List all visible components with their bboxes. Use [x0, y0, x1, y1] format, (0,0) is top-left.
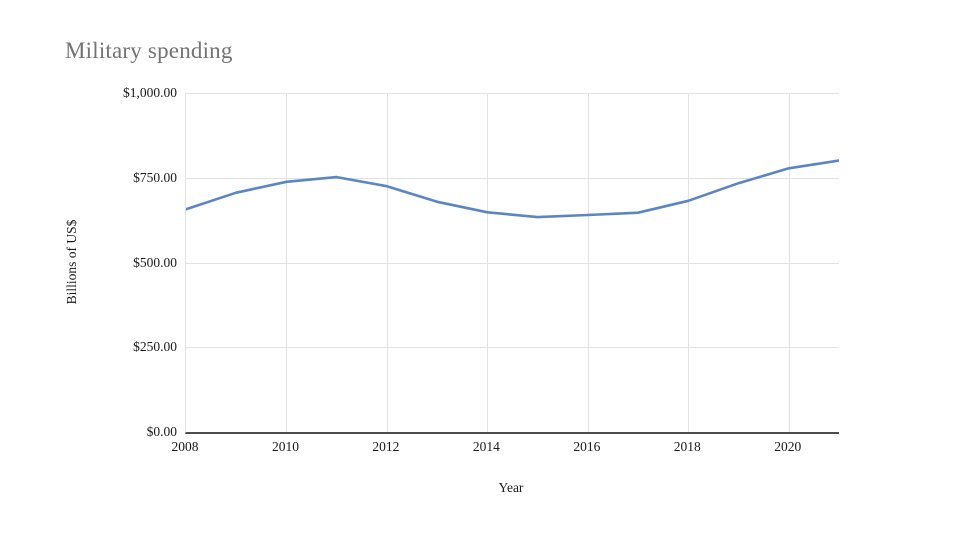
- x-tick-label: 2020: [774, 439, 802, 454]
- x-tick-label: 2016: [573, 439, 601, 454]
- chart-title: Military spending: [65, 38, 233, 63]
- x-tick-label: 2010: [271, 439, 299, 454]
- series-line: [186, 159, 839, 219]
- x-tick-label: 2008: [171, 439, 199, 454]
- plot-area: [185, 93, 839, 434]
- y-tick-label: $750.00: [133, 169, 177, 185]
- y-tick-label: $0.00: [146, 424, 177, 439]
- line-chart-plot: [186, 93, 839, 432]
- x-tick-label: 2014: [472, 439, 500, 454]
- x-tick-label: 2018: [673, 439, 701, 454]
- y-tick-label: $250.00: [133, 339, 177, 355]
- y-tick-label: $500.00: [133, 254, 177, 270]
- x-tick-label: 2012: [372, 439, 400, 454]
- y-tick-label: $1,000.00: [123, 85, 177, 100]
- x-axis-title: Year: [498, 480, 524, 495]
